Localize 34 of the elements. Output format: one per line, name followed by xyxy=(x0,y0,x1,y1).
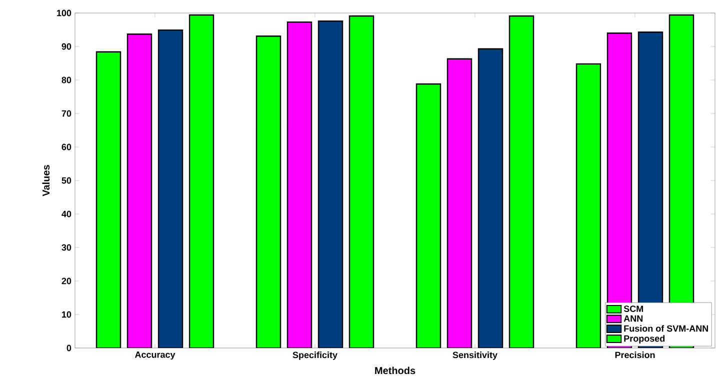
bar xyxy=(126,34,152,348)
bar xyxy=(348,15,374,348)
legend-label: ANN xyxy=(624,315,642,322)
y-tick-label: 60 xyxy=(62,144,72,150)
bar xyxy=(446,58,472,348)
y-tick-label: 80 xyxy=(62,76,72,84)
y-tick-label: 40 xyxy=(62,210,72,218)
y-tick-label: 30 xyxy=(62,244,72,251)
legend-label: Fusion of SVM-ANN xyxy=(624,325,708,332)
bar xyxy=(158,29,184,348)
y-tick-label: 50 xyxy=(62,177,72,184)
y-tick-label: 0 xyxy=(66,344,72,352)
y-tick-label: 10 xyxy=(62,311,72,318)
bar xyxy=(478,48,504,348)
bar xyxy=(416,83,442,348)
bar xyxy=(576,63,602,348)
y-tick-label: 70 xyxy=(62,110,72,117)
bar xyxy=(188,14,214,348)
y-tick-label: 20 xyxy=(62,278,72,284)
legend-label: Proposed xyxy=(624,335,665,344)
bar xyxy=(96,51,122,348)
x-axis-title: Methods xyxy=(375,366,416,374)
bar xyxy=(318,20,344,348)
x-tick-label: Sensitivity xyxy=(452,352,498,360)
y-axis-title: Values xyxy=(42,165,50,196)
bar xyxy=(286,21,312,348)
y-tick-label: 90 xyxy=(62,43,72,50)
x-tick-label: Accuracy xyxy=(134,352,176,360)
bar xyxy=(256,36,282,348)
x-tick-label: Specificity xyxy=(292,352,338,360)
y-tick-label: 100 xyxy=(57,10,72,16)
legend-label: SCM xyxy=(624,306,644,312)
x-tick-label: Precision xyxy=(615,352,655,358)
bar xyxy=(508,15,534,348)
